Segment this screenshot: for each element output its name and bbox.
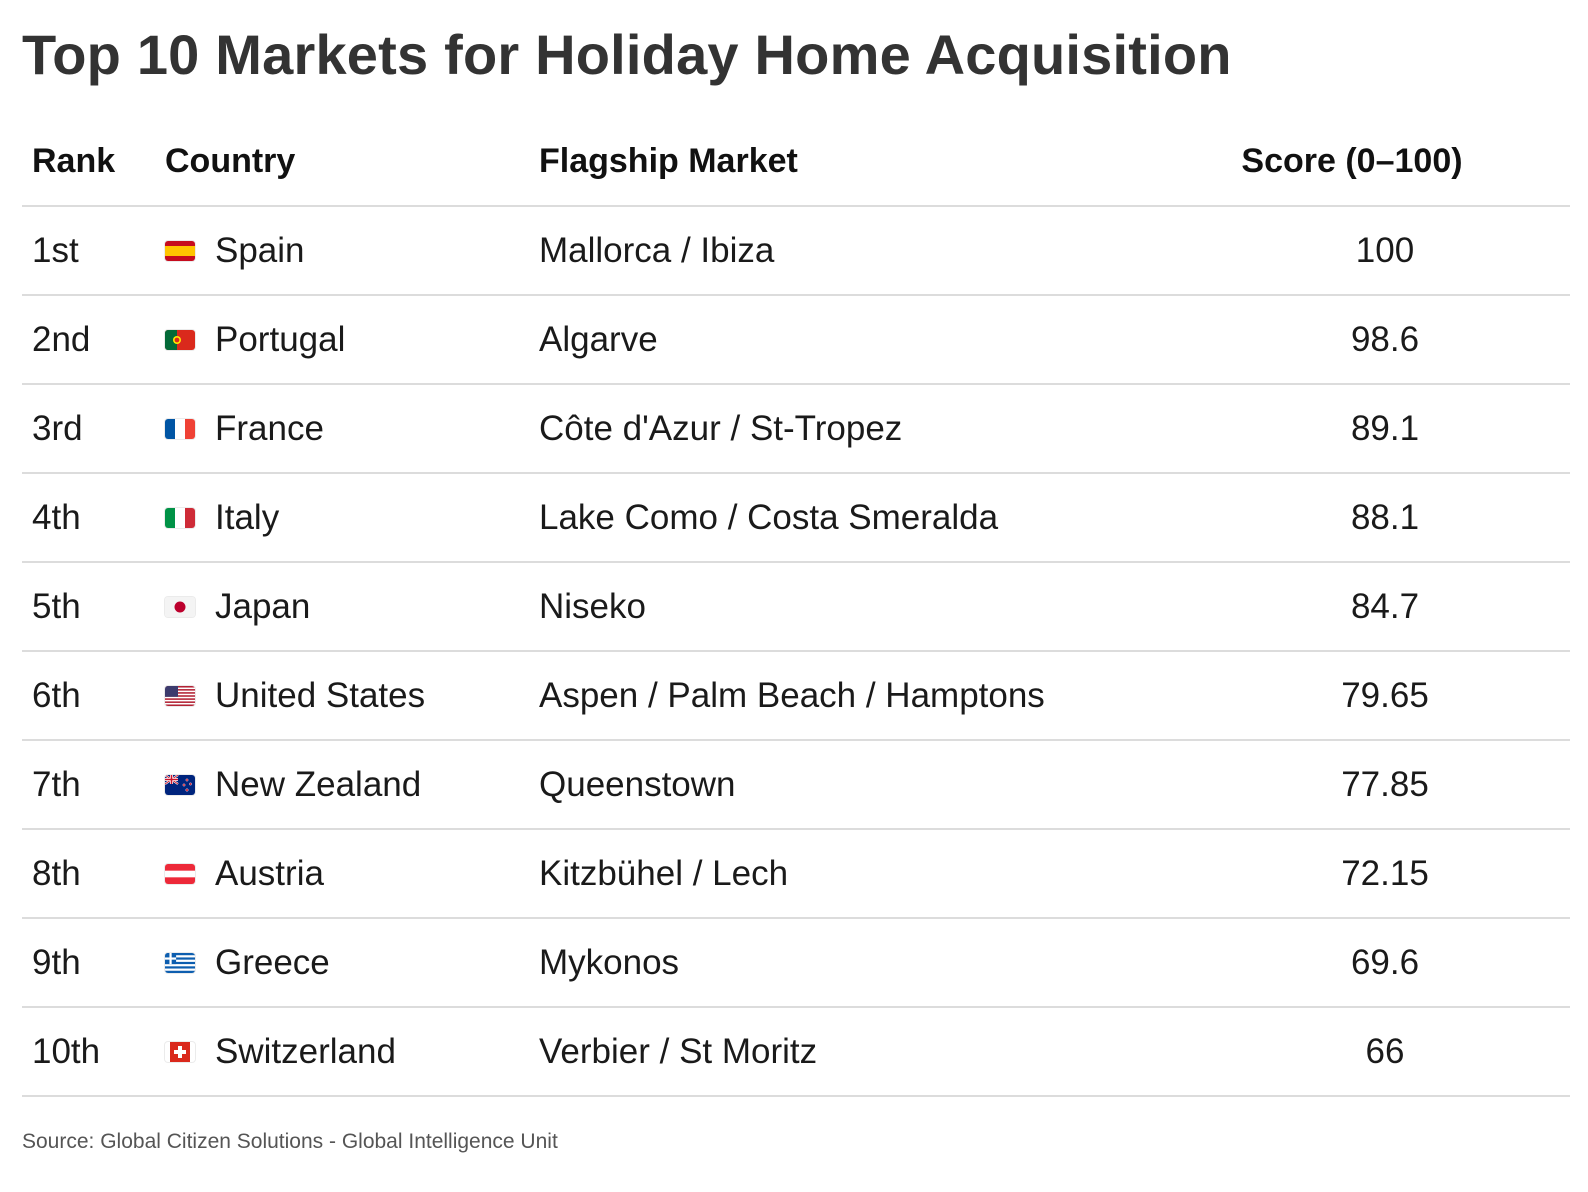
header-score: Score (0–100) [1241,142,1463,180]
score-cell: 88.1 [1350,497,1420,537]
country-name: Spain [215,230,305,270]
chart-title: Top 10 Markets for Holiday Home Acquisit… [22,23,1232,86]
table-row: 10th Switzerland Verbier / St Moritz 66 [22,1008,1570,1097]
source-note: Source: Global Citizen Solutions - Globa… [22,1130,558,1153]
country-name: Switzerland [215,1031,396,1071]
country-name: Portugal [215,319,346,359]
flagship-market-cell: Côte d'Azur / St-Tropez [539,408,903,448]
country-cell: New Zealand [165,741,421,828]
score-cell: 69.6 [1350,942,1420,982]
rank-cell: 2nd [32,319,91,359]
score-cell: 100 [1355,230,1415,270]
rank-cell: 6th [32,675,81,715]
country-cell: Japan [165,563,310,650]
table-row: 2nd Portugal Algarve 98.6 [22,296,1570,385]
greece-flag-icon [165,952,195,973]
spain-flag-icon [165,240,195,261]
flagship-market-cell: Niseko [539,586,646,626]
score-cell: 77.85 [1341,764,1429,804]
score-cell: 66 [1365,1031,1405,1071]
table-row: 4th Italy Lake Como / Costa Smeralda 88.1 [22,474,1570,563]
country-cell: Italy [165,474,279,561]
header-rank: Rank [32,142,116,180]
table-row: 6th United States Aspen / Palm Beach / Ham… [22,652,1570,741]
score-cell: 89.1 [1350,408,1420,448]
country-name: Greece [215,942,330,982]
table-row: 5th Japan Niseko 84.7 [22,563,1570,652]
rank-cell: 10th [32,1031,101,1071]
score-cell: 84.7 [1350,586,1420,626]
switzerland-flag-icon [165,1041,195,1062]
rank-cell: 9th [32,942,81,982]
united-states-flag-icon [165,685,195,706]
table-header-row: Rank Country Flagship Market Score (0–10… [22,118,1570,207]
austria-flag-icon [165,863,195,884]
flagship-market-cell: Lake Como / Costa Smeralda [539,497,999,537]
flagship-market-cell: Mallorca / Ibiza [539,230,775,270]
table-body: 1st Spain Mallorca / Ibiza 100 2nd Portugal Al… [22,207,1570,1097]
rankings-table: Rank Country Flagship Market Score (0–10… [22,118,1570,1097]
rank-cell: 4th [32,497,81,537]
new-zealand-flag-icon [165,774,195,795]
country-cell: France [165,385,324,472]
rank-cell: 7th [32,764,81,804]
table-row: 8th Austria Kitzbühel / Lech 72.15 [22,830,1570,919]
table-row: 9th Greece Mykonos 69.6 [22,919,1570,1008]
japan-flag-icon [165,596,195,617]
country-cell: Greece [165,919,330,1006]
flagship-market-cell: Verbier / St Moritz [539,1031,818,1071]
rank-cell: 8th [32,853,81,893]
flagship-market-cell: Aspen / Palm Beach / Hamptons [539,675,1045,715]
header-country: Country [165,142,296,180]
flagship-market-cell: Algarve [539,319,658,359]
country-name: Japan [215,586,311,626]
country-cell: United States [165,652,425,739]
score-cell: 98.6 [1350,319,1420,359]
rank-cell: 1st [32,230,79,270]
flagship-market-cell: Mykonos [539,942,680,982]
table-row: 1st Spain Mallorca / Ibiza 100 [22,207,1570,296]
table-row: 3rd France Côte d'Azur / St-Tropez 89.1 [22,385,1570,474]
header-flagship-market: Flagship Market [539,142,798,180]
score-cell: 72.15 [1341,853,1429,893]
france-flag-icon [165,418,195,439]
rank-cell: 5th [32,586,81,626]
table-row: 7th New Zealand Queenstown 77.85 [22,741,1570,830]
portugal-flag-icon [165,329,195,350]
country-cell: Switzerland [165,1008,396,1095]
country-name: Italy [215,497,280,537]
country-name: Austria [215,853,324,893]
country-name: United States [215,675,426,715]
italy-flag-icon [165,507,195,528]
country-name: France [215,408,324,448]
flagship-market-cell: Queenstown [539,764,736,804]
country-cell: Portugal [165,296,345,383]
rank-cell: 3rd [32,408,83,448]
country-cell: Spain [165,207,305,294]
flagship-market-cell: Kitzbühel / Lech [539,853,789,893]
country-name: New Zealand [215,764,422,804]
score-cell: 79.65 [1341,675,1429,715]
country-cell: Austria [165,830,324,917]
